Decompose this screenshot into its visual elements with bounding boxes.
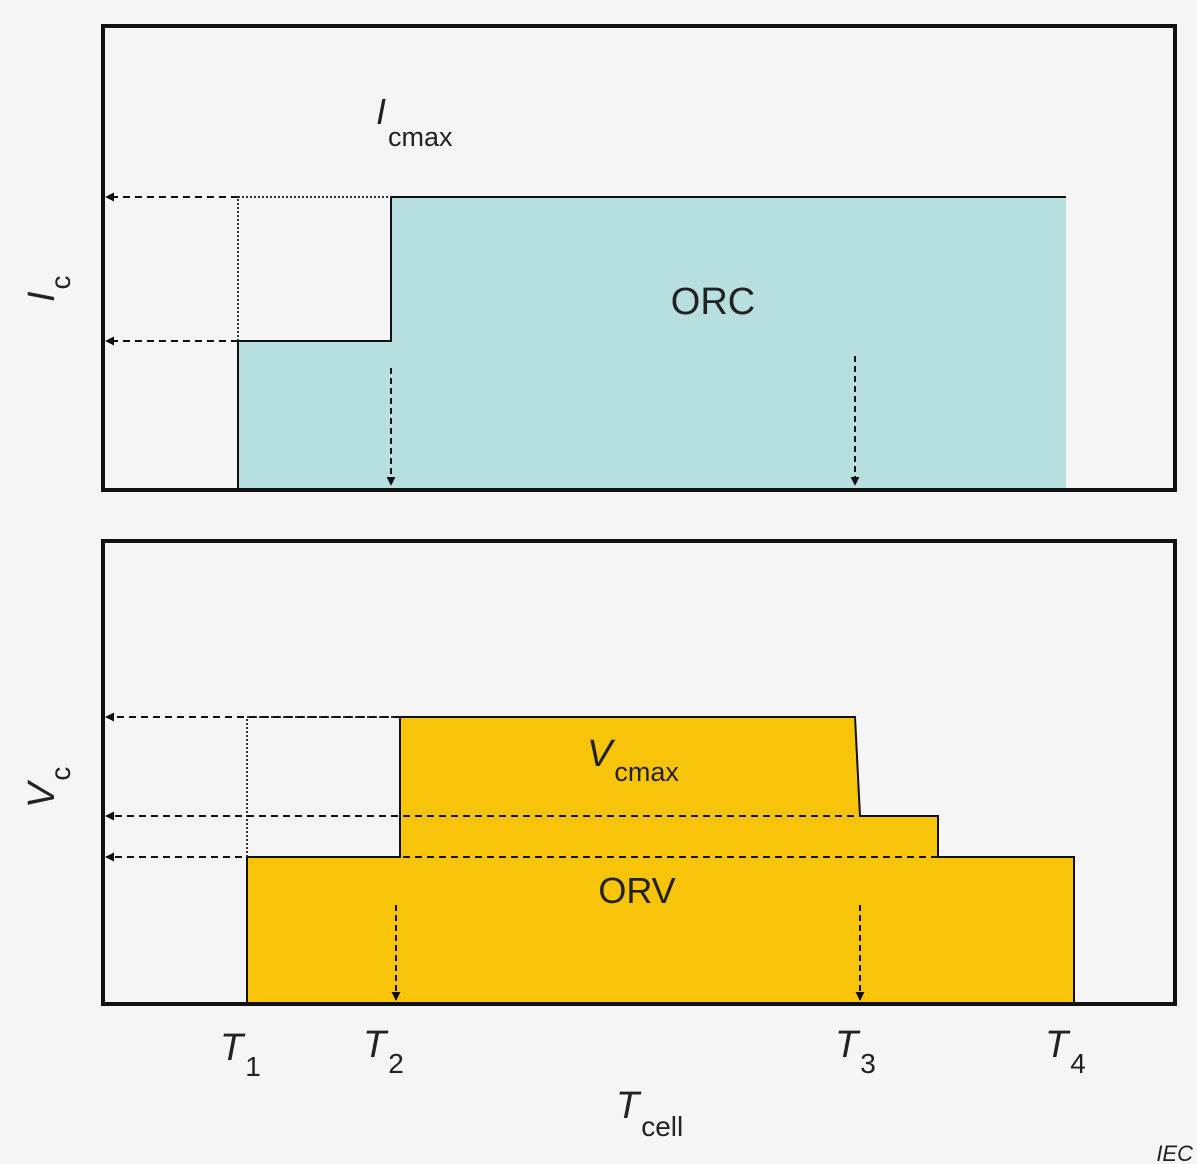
tick-label-t2: T2 (363, 1024, 404, 1079)
orv-label: ORV (598, 870, 675, 911)
bottom-panel-frame (101, 539, 1177, 1006)
x-axis-labels: T1 T2 T3 T4 Tcell (220, 1024, 1086, 1142)
orc-outline (237, 196, 1066, 488)
icmax-label: Icmax (376, 91, 453, 152)
vc-axis-label: Vc (21, 767, 76, 808)
orc-label: ORC (671, 281, 755, 323)
tick-label-t3: T3 (835, 1024, 876, 1079)
vcmax-label: Vcmax (587, 733, 679, 787)
bottom-panel: ORV Vcmax Vc (21, 539, 1177, 1006)
orc-guide-dotted (237, 196, 391, 341)
ic-axis-label: Ic (21, 275, 76, 302)
iec-credit: IEC (1156, 1141, 1193, 1164)
x-axis-title: Tcell (616, 1085, 683, 1142)
tick-label-t1: T1 (220, 1027, 261, 1082)
orv-guide-dotted (246, 716, 400, 857)
tick-label-t4: T4 (1045, 1024, 1086, 1079)
top-panel-frame (101, 24, 1177, 492)
orc-region (238, 197, 1066, 488)
top-panel: ORC Icmax Ic (21, 24, 1177, 492)
orv-region (247, 717, 1074, 1003)
